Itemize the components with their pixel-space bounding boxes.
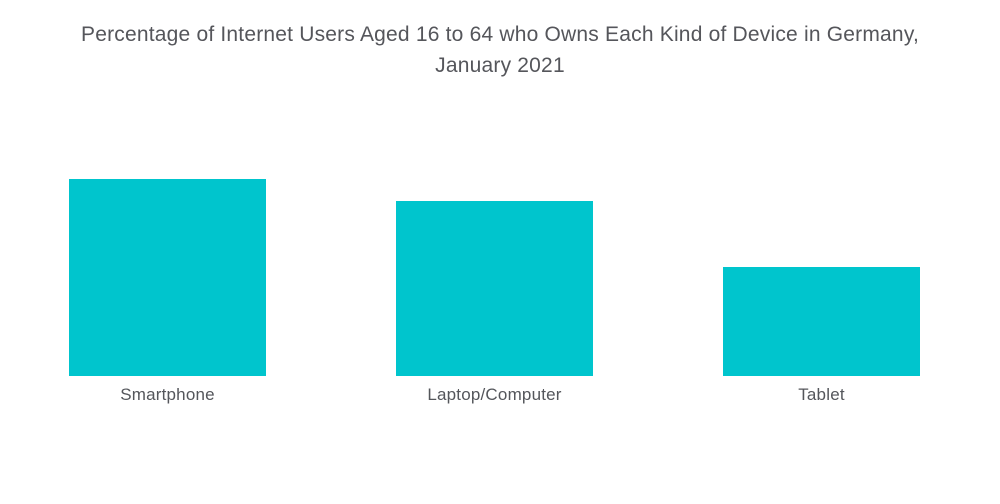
plot-area: Smartphone Laptop/Computer Tablet <box>69 179 920 404</box>
category-label-tablet: Tablet <box>798 385 845 404</box>
chart-title-line2: January 2021 <box>435 54 565 77</box>
bar-group: Laptop/Computer <box>396 179 593 404</box>
bar-laptop-computer <box>396 201 593 376</box>
chart-title: Percentage of Internet Users Aged 16 to … <box>0 19 1000 81</box>
chart-title-line1: Percentage of Internet Users Aged 16 to … <box>81 23 919 46</box>
bar-tablet <box>723 267 920 376</box>
category-label-smartphone: Smartphone <box>120 385 215 404</box>
bar-group: Smartphone <box>69 179 266 404</box>
bar-group: Tablet <box>723 179 920 404</box>
category-label-laptop-computer: Laptop/Computer <box>427 385 562 404</box>
bar-smartphone <box>69 179 266 376</box>
